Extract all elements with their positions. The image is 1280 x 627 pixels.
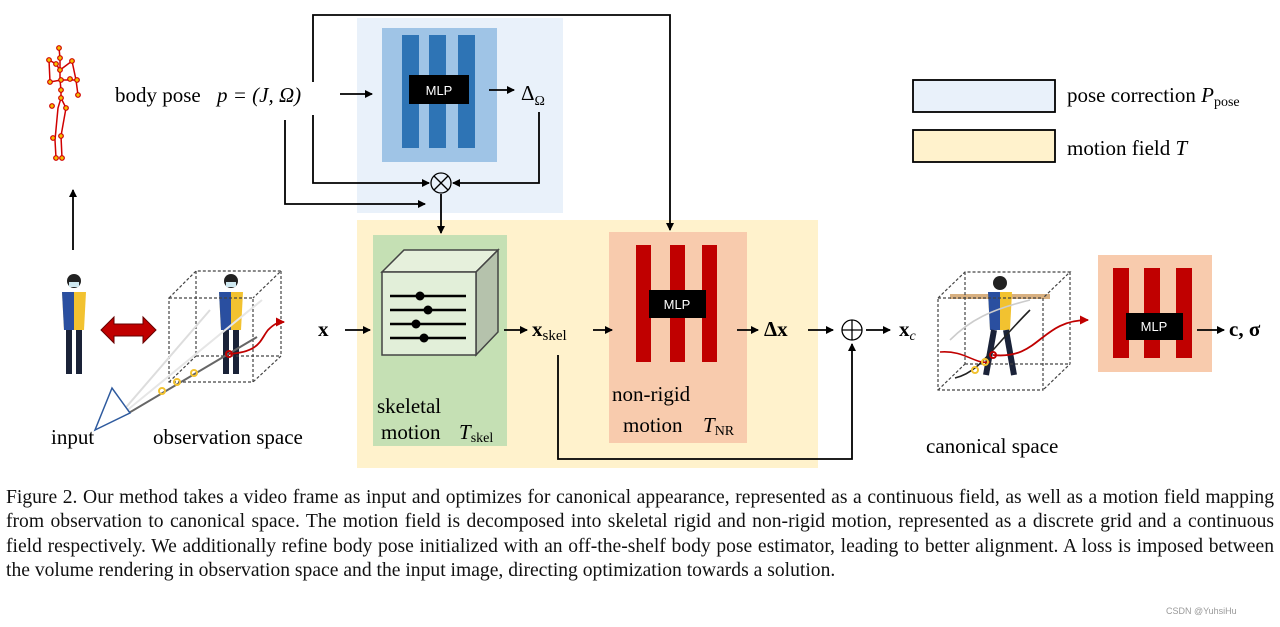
canonical-mlp: MLP <box>1098 255 1212 372</box>
nonrigid-label-line2: motion <box>623 413 683 437</box>
method-diagram: MLP MLP MLP <box>46 14 1261 468</box>
input-label: input <box>51 425 94 449</box>
caption-text: Figure 2. Our method takes a video frame… <box>6 487 1274 582</box>
observation-person-image <box>219 274 243 374</box>
x-skel-label: xskel <box>532 317 567 344</box>
figure-caption: Figure 2. Our method takes a video frame… <box>6 486 1274 584</box>
skeletal-label-line1: skeletal <box>377 394 441 418</box>
canonical-rays <box>939 299 1089 379</box>
flow-arrows <box>69 14 1225 460</box>
legend: pose correction Ppose motion field T <box>912 79 1240 163</box>
input-person-image <box>62 274 86 374</box>
skeletal-label-line2: motion <box>381 420 441 444</box>
body-pose-label: body pose <box>115 83 201 107</box>
camera-icon <box>93 386 132 432</box>
camera-rays <box>121 299 285 415</box>
legend-label-pose: pose correction Ppose <box>1067 83 1240 110</box>
pose-mlp: MLP <box>382 28 497 162</box>
canonical-space-label: canonical space <box>926 434 1058 458</box>
observation-space-label: observation space <box>153 425 303 449</box>
mlp-label: MLP <box>1141 319 1168 334</box>
pose-equation: p = (J, Ω) <box>215 83 301 107</box>
skeleton-joints <box>46 45 81 161</box>
canonical-person-image <box>950 276 1050 376</box>
mlp-label: MLP <box>426 83 453 98</box>
skeletal-grid-cube-icon <box>380 248 500 357</box>
t-skel-label: Tskel <box>459 420 493 446</box>
correspondence-arrow-icon <box>100 315 157 345</box>
mlp-label: MLP <box>664 297 691 312</box>
otimes-icon <box>430 172 452 194</box>
delta-omega-label: ΔΩ <box>521 81 545 109</box>
legend-swatch-pose <box>912 79 1056 113</box>
watermark: CSDN @YuhsiHu <box>1166 606 1237 616</box>
delta-x-label: Δx <box>764 317 788 341</box>
output-label: c, σ <box>1229 317 1261 341</box>
legend-label-motion: motion field T <box>1067 136 1189 160</box>
t-nr-label: TNR <box>703 413 735 439</box>
nonrigid-label-line1: non-rigid <box>612 382 691 406</box>
x-label: x <box>318 317 329 341</box>
x-c-label: xc <box>899 317 917 344</box>
legend-swatch-motion <box>912 129 1056 163</box>
nonrigid-mlp: MLP <box>636 245 717 362</box>
